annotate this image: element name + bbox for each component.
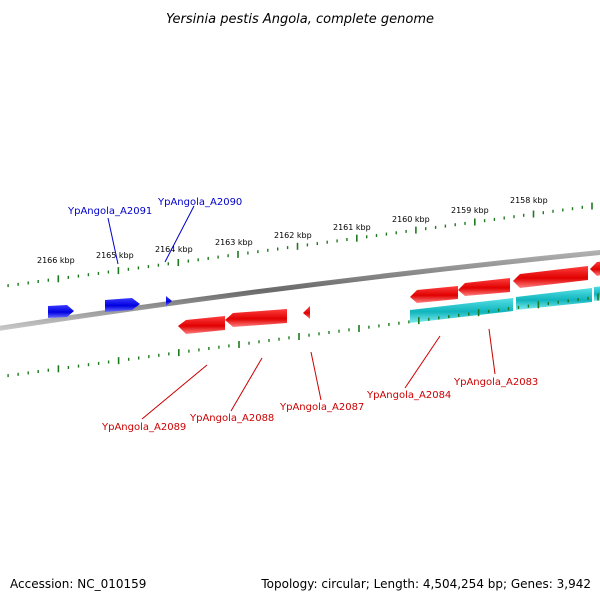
- leader-line-a2089: [141, 364, 208, 420]
- scale-label-2164: 2164 kbp: [155, 245, 193, 254]
- label-ypangola-a2090: YpAngola_A2090: [157, 197, 242, 208]
- gene-ypangola-a2089: [178, 316, 225, 334]
- gene-ypangola-a2083: [516, 288, 592, 310]
- forward-genes: [48, 296, 172, 318]
- reverse-gene-outer-4: [590, 261, 600, 276]
- leader-line-a2090: [164, 205, 195, 263]
- scale-label-2166: 2166 kbp: [37, 256, 75, 265]
- gene-ypangola-a2091: [105, 298, 140, 312]
- outer-scale-ticks: [7, 202, 593, 288]
- scale-labels: 2166 kbp 2165 kbp 2164 kbp 2163 kbp 2162…: [37, 196, 548, 265]
- scale-label-2160: 2160 kbp: [392, 215, 430, 224]
- scale-label-2163: 2163 kbp: [215, 238, 253, 247]
- genome-summary-text: Topology: circular; Length: 4,504,254 bp…: [261, 577, 591, 591]
- map-title: Yersinia pestis Angola, complete genome: [166, 12, 434, 27]
- scale-label-2158: 2158 kbp: [510, 196, 548, 205]
- accession-text: Accession: NC_010159: [10, 577, 147, 591]
- gene-ypangola-a2084: [410, 298, 513, 323]
- label-ypangola-a2084: YpAngola_A2084: [366, 390, 451, 401]
- leader-line-a2088: [230, 357, 263, 412]
- label-ypangola-a2089: YpAngola_A2089: [101, 422, 186, 433]
- reverse-gene-outer-2: [458, 278, 510, 296]
- scale-label-2165: 2165 kbp: [96, 251, 134, 260]
- forward-gene-labels: YpAngola_A2091 YpAngola_A2090: [67, 197, 242, 265]
- forward-gene-1: [48, 305, 74, 318]
- reverse-gene-outer-3: [513, 266, 588, 288]
- scale-label-2161: 2161 kbp: [333, 223, 371, 232]
- reverse-gene-labels: YpAngola_A2089 YpAngola_A2088 YpAngola_A…: [101, 328, 538, 433]
- label-ypangola-a2083: YpAngola_A2083: [453, 377, 538, 388]
- gene-ypangola-a2090: [166, 296, 172, 306]
- scale-label-2159: 2159 kbp: [451, 206, 489, 215]
- inner-scale-ticks: [7, 293, 599, 378]
- label-ypangola-a2088: YpAngola_A2088: [189, 413, 274, 424]
- reverse-genes: [178, 261, 600, 334]
- leader-line-a2091: [107, 217, 119, 265]
- leader-line-a2084: [404, 335, 441, 389]
- gene-ypangola-a2087: [303, 306, 310, 319]
- leader-line-a2087: [310, 351, 322, 401]
- leader-line-a2083: [488, 328, 496, 375]
- gene-ypangola-a2088: [225, 309, 287, 327]
- reverse-gene-outer-1: [410, 286, 458, 303]
- label-ypangola-a2091: YpAngola_A2091: [67, 206, 152, 217]
- scale-label-2162: 2162 kbp: [274, 231, 312, 240]
- label-ypangola-a2087: YpAngola_A2087: [279, 402, 364, 413]
- genome-backbone: [0, 249, 600, 331]
- reverse-rna-end: [594, 286, 600, 301]
